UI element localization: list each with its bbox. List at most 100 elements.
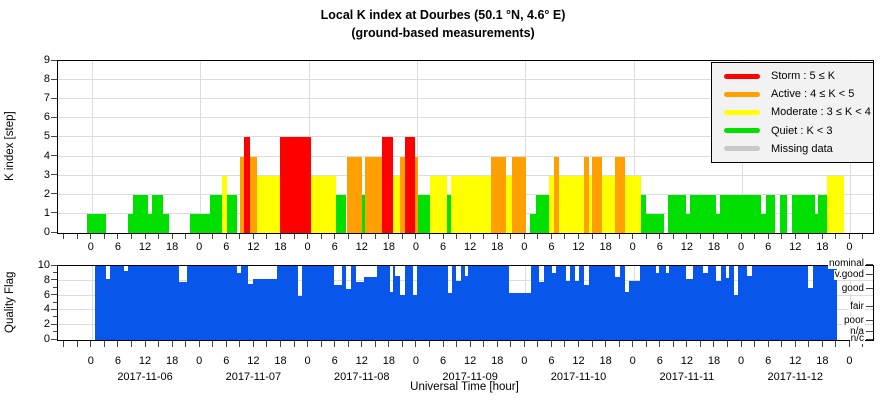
x-tick-top-panel [117, 233, 119, 239]
x-tick-bottom-panel [537, 340, 539, 347]
k-index-bar [365, 156, 383, 233]
hour-label-top-row: 18 [599, 241, 612, 253]
legend: Storm : 5 ≤ K Active : 4 ≤ K < 5 Moderate … [711, 62, 874, 163]
legend-swatch-storm [724, 73, 760, 79]
x-tick-top-panel [185, 233, 187, 239]
x-tick-bottom-panel [429, 340, 430, 347]
hour-label-top-row: 12 [789, 241, 802, 253]
quality-axis-label: Quality Flag [4, 271, 16, 333]
gridline-vertical [416, 61, 418, 233]
k-index-bar [490, 156, 506, 233]
quality-flag-bar [333, 284, 342, 340]
hour-label-bottom-row: 0 [521, 355, 528, 367]
legend-swatch-active [724, 91, 760, 97]
legend-item: Quiet : K < 3 [724, 125, 873, 137]
k-index-bar [280, 137, 311, 233]
x-tick-top-panel [347, 233, 349, 239]
hour-label-bottom-row: 12 [464, 355, 477, 367]
hour-label-bottom-row: 12 [138, 355, 152, 367]
hour-label-top-row: 6 [114, 241, 122, 253]
gridline-vertical [91, 266, 93, 340]
q-ytick-label: 6 [43, 288, 50, 301]
hour-label-bottom-row: 0 [412, 355, 420, 367]
quality-level-tick [866, 320, 873, 322]
k-ytick-label: 6 [43, 111, 50, 124]
x-tick-bottom-panel [686, 340, 688, 347]
k-index-bar [719, 194, 761, 233]
hour-label-top-row: 12 [572, 241, 585, 253]
q-ytick [51, 279, 57, 281]
x-tick-top-panel [686, 233, 688, 239]
quality-flag-bar [666, 272, 670, 340]
gridline-horizontal [58, 155, 873, 157]
quality-level-tick [866, 274, 873, 276]
hour-label-top-row: 0 [196, 241, 203, 253]
quality-flag-bar [355, 281, 364, 340]
quality-flag-bar [620, 266, 626, 340]
x-tick-bottom-panel [740, 340, 742, 347]
x-tick-top-panel [266, 233, 268, 239]
quality-level-label: n/a [849, 325, 865, 337]
quality-flag-bar [812, 266, 837, 340]
chart-title-line1: Local K index at Dourbes (50.1 °N, 4.6° … [320, 8, 566, 22]
k-index-bar [760, 213, 766, 233]
x-tick-bottom-panel [754, 340, 756, 347]
x-tick-bottom-panel [361, 340, 363, 347]
k-index-bar [87, 213, 106, 233]
x-tick-bottom-panel [632, 340, 634, 347]
x-tick-bottom-panel [307, 340, 309, 347]
x-tick-top-panel [171, 233, 173, 239]
k-ytick-label: 4 [43, 149, 50, 162]
k-ytick [51, 212, 57, 214]
x-tick-bottom-panel [713, 340, 715, 347]
hour-label-bottom-row: 0 [87, 355, 94, 367]
x-tick-bottom-panel [401, 340, 403, 347]
quality-flag-bar [248, 283, 254, 340]
date-label: 2017-11-06 [117, 371, 173, 383]
hour-label-bottom-row: 6 [331, 355, 338, 367]
date-label: 2017-11-10 [550, 371, 607, 383]
q-ytick-label: 2 [43, 318, 50, 331]
x-tick-bottom-panel [659, 340, 661, 347]
x-tick-top-panel [862, 233, 864, 239]
x-tick-bottom-panel [320, 340, 322, 347]
hour-label-bottom-row: 12 [572, 355, 585, 367]
x-tick-top-panel [469, 233, 471, 239]
legend-swatch-moderate [724, 109, 760, 115]
x-tick-top-panel [334, 233, 336, 239]
x-tick-top-panel [280, 233, 281, 239]
quality-flag-bar [124, 271, 128, 340]
k-index-bar [530, 213, 536, 233]
x-tick-bottom-panel [225, 340, 227, 347]
quality-flag-bar [656, 273, 660, 340]
quality-level-tick [866, 306, 873, 308]
k-index-bar [362, 194, 366, 233]
legend-swatch-quiet [724, 128, 760, 134]
k-index-bar [791, 194, 815, 233]
quality-level-tick [866, 338, 873, 340]
quality-flag-bar [404, 266, 414, 340]
x-tick-top-panel [848, 233, 850, 239]
x-tick-bottom-panel [198, 340, 200, 347]
k-ytick [51, 59, 57, 61]
quality-flag-bar [702, 273, 708, 340]
hour-label-top-row: 18 [707, 241, 721, 253]
x-tick-top-panel [63, 233, 65, 239]
x-tick-top-panel [388, 233, 390, 239]
quality-flag-bar [105, 278, 111, 340]
quality-flag-bar [187, 266, 237, 340]
k-ytick-label: 0 [43, 226, 50, 238]
hour-label-bottom-row: 18 [382, 355, 395, 367]
hour-label-top-row: 0 [412, 241, 420, 253]
gridline-vertical [525, 61, 527, 233]
q-ytick [51, 323, 57, 325]
legend-item: Storm : 5 ≤ K [724, 70, 873, 82]
quality-flag-bar [640, 266, 657, 340]
k-index-bar [715, 213, 720, 233]
quality-flag-bar [737, 266, 747, 340]
quality-flag-bar [659, 266, 667, 340]
x-tick-top-panel [415, 233, 417, 239]
legend-swatch-missing [724, 146, 760, 152]
x-tick-bottom-panel [239, 340, 241, 347]
hour-label-bottom-row: 18 [491, 355, 504, 367]
